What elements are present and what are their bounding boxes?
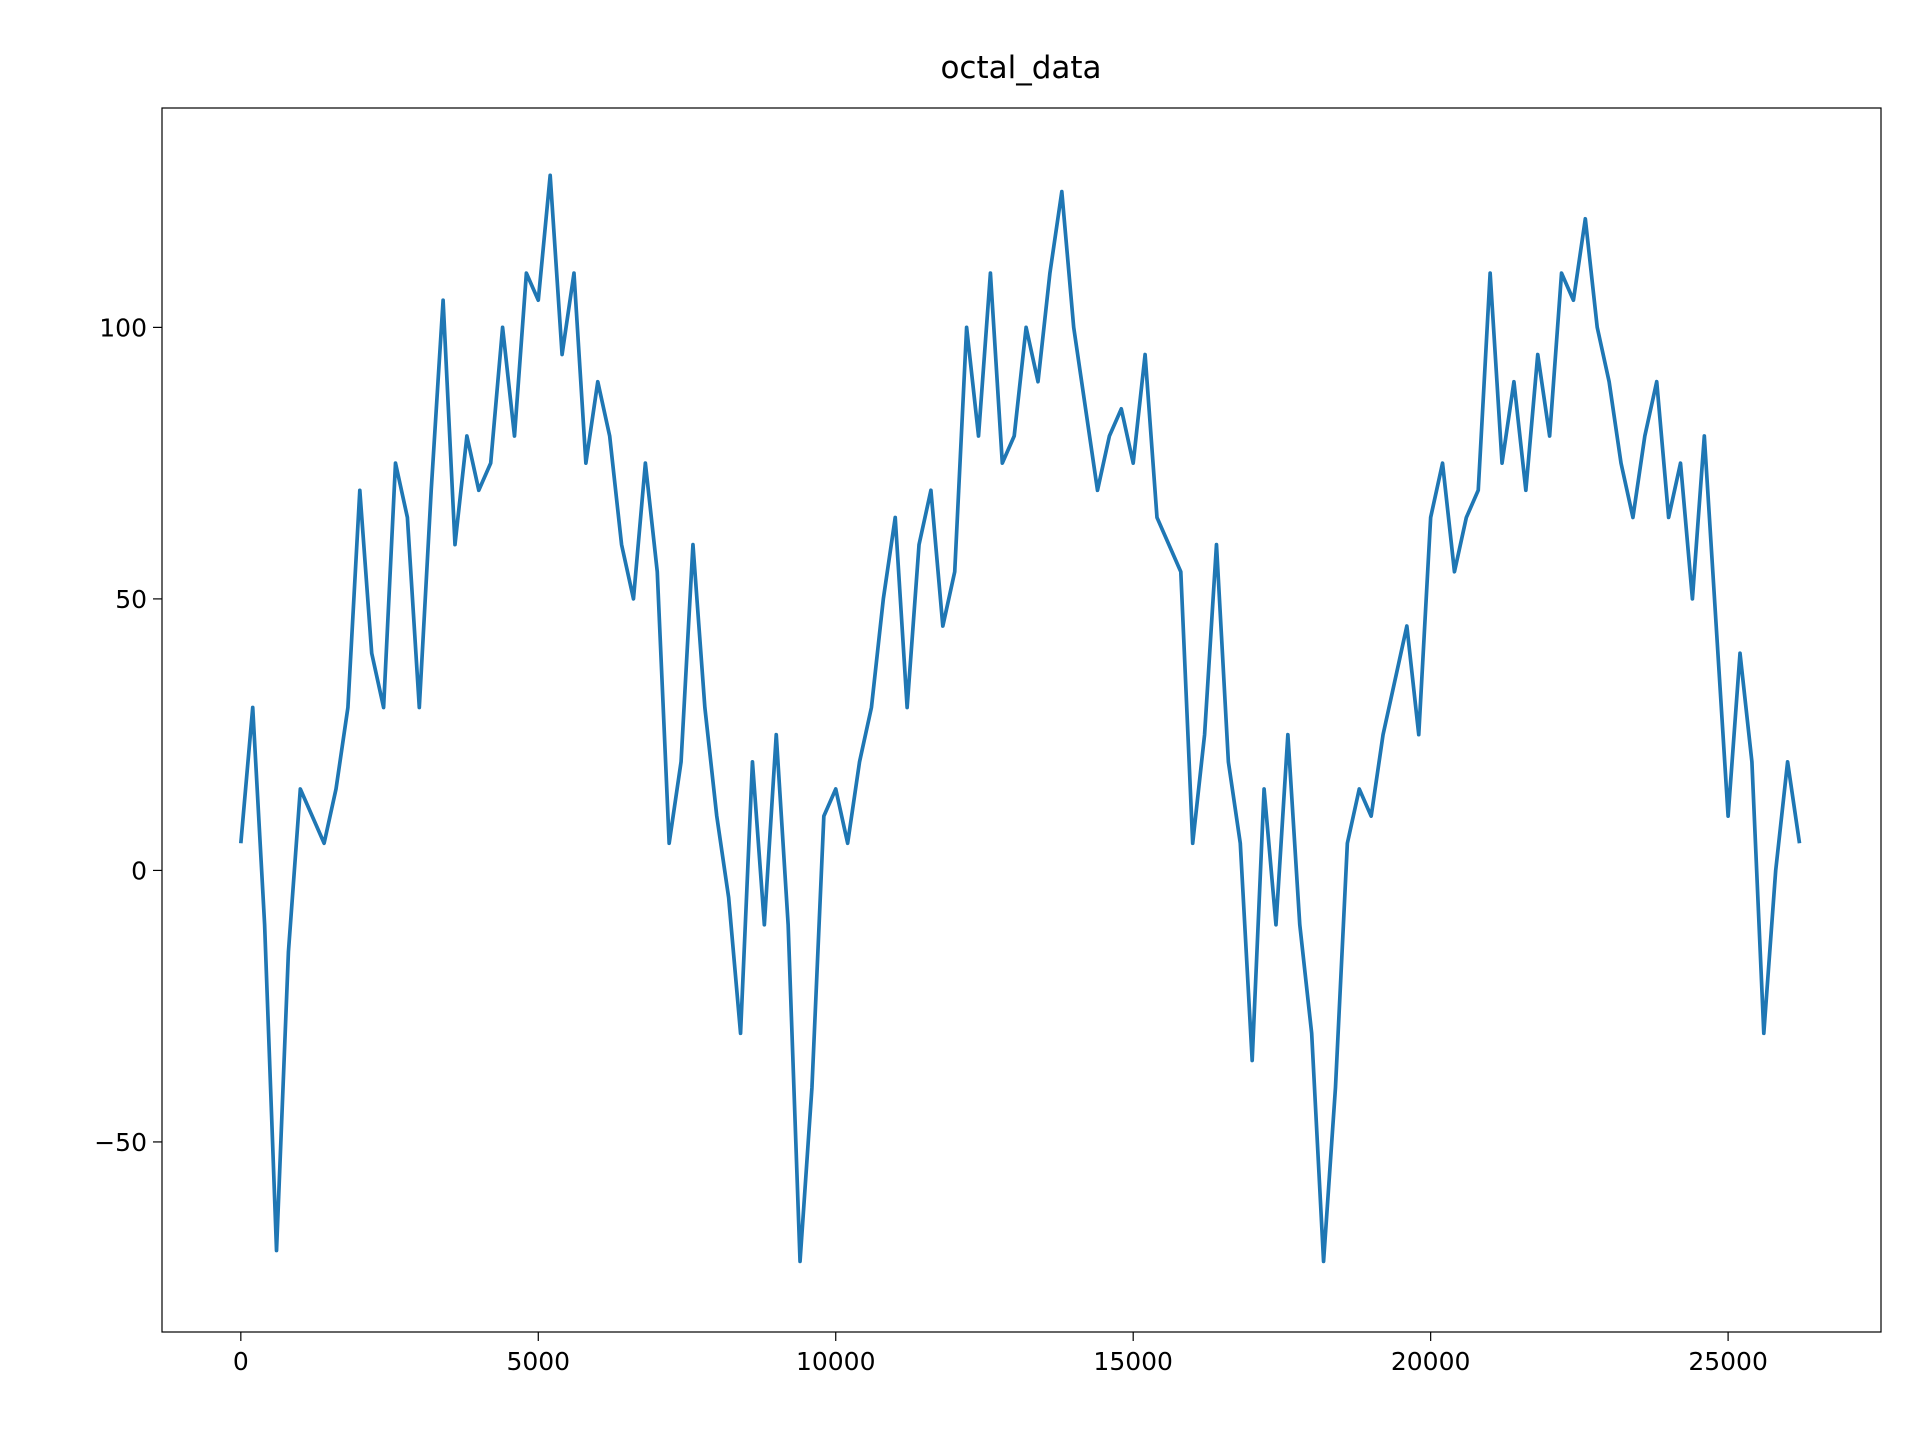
plot-frame <box>161 107 1882 1333</box>
x-tick-label: 10000 <box>796 1347 876 1376</box>
data-line <box>238 173 1802 1264</box>
y-tick-label: 0 <box>131 856 147 885</box>
y-tick-label: 50 <box>115 585 147 614</box>
y-tick-label: 100 <box>99 313 147 342</box>
x-tick-label: 20000 <box>1391 1347 1471 1376</box>
x-tick-label: 15000 <box>1093 1347 1173 1376</box>
x-tick-label: 5000 <box>506 1347 570 1376</box>
x-tick-label: 25000 <box>1688 1347 1768 1376</box>
x-tick-label: 0 <box>233 1347 249 1376</box>
chart-title: octal_data <box>940 50 1101 86</box>
y-tick-label: −50 <box>94 1128 147 1157</box>
